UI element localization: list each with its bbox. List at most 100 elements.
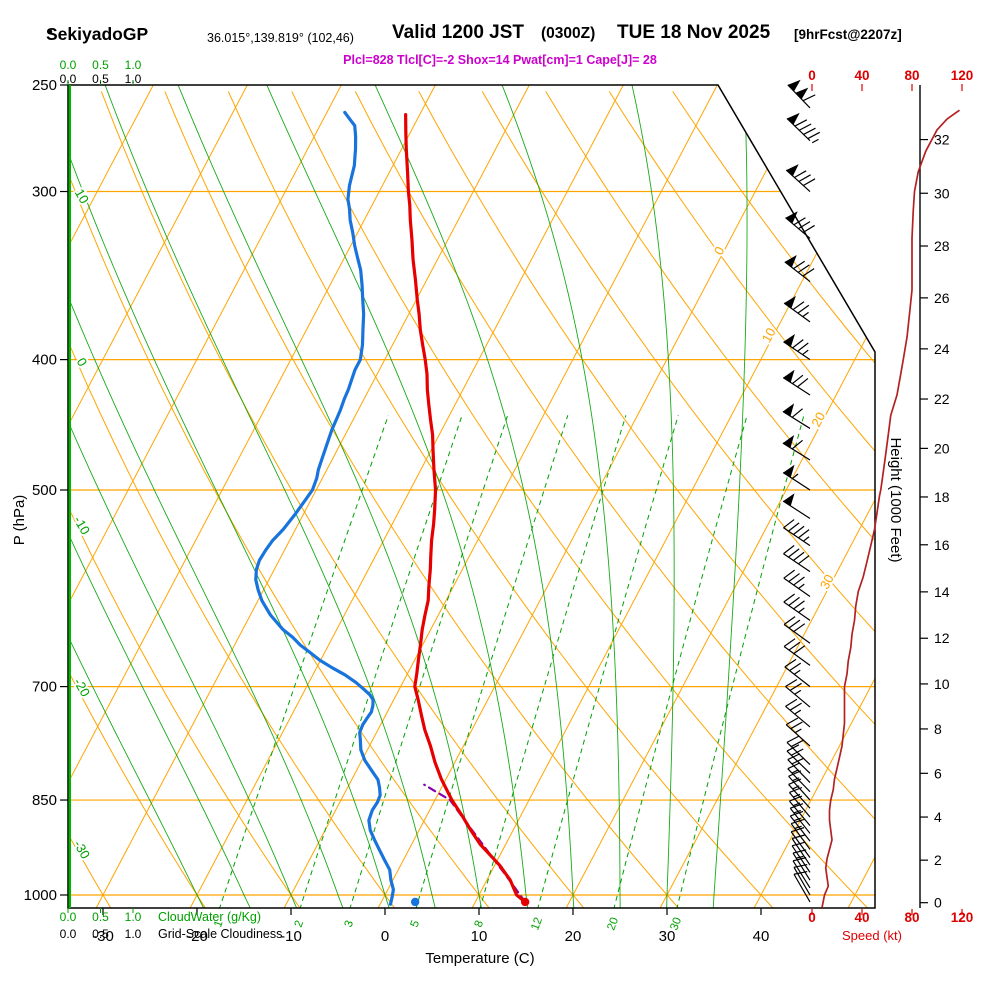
svg-text:1.0: 1.0 xyxy=(125,927,142,941)
svg-text:500: 500 xyxy=(32,482,57,499)
svg-text:40: 40 xyxy=(854,68,869,83)
wind-barb xyxy=(783,545,811,573)
dry-adiabat-lines xyxy=(68,91,875,908)
pressure-lines xyxy=(68,190,875,896)
wind-barb xyxy=(785,164,816,192)
svg-text:0: 0 xyxy=(808,68,816,83)
svg-text:1.0: 1.0 xyxy=(125,910,142,924)
svg-text:10: 10 xyxy=(471,928,488,945)
svg-text:14: 14 xyxy=(934,584,950,600)
dry-adiabat-label: -30 xyxy=(71,838,93,862)
wind-barb xyxy=(790,827,811,858)
svg-text:32: 32 xyxy=(934,132,950,148)
valid-date: TUE 18 Nov 2025 xyxy=(617,22,771,43)
mixing-ratio-label: 5 xyxy=(409,919,422,929)
temperature-axis: -30 -20 -10 0 10 20 30 40 Temperature (C) xyxy=(92,908,769,967)
skewt-background xyxy=(68,85,875,908)
wind-barb xyxy=(783,616,811,644)
svg-text:0.5: 0.5 xyxy=(92,58,109,72)
svg-text:0: 0 xyxy=(808,910,816,925)
svg-text:40: 40 xyxy=(753,928,770,945)
wind-barb xyxy=(786,112,821,144)
svg-text:8: 8 xyxy=(934,721,942,737)
mixing-ratio-label: 20 xyxy=(605,916,621,932)
wind-speed-curve xyxy=(821,109,960,908)
svg-text:30: 30 xyxy=(934,185,950,201)
svg-text:80: 80 xyxy=(904,910,919,925)
cloudiness-title: Grid-Scale Cloudiness xyxy=(158,927,282,941)
svg-text:0: 0 xyxy=(934,895,942,911)
svg-text:0.0: 0.0 xyxy=(60,72,77,86)
wind-barb xyxy=(784,658,811,688)
svg-text:2: 2 xyxy=(934,852,942,868)
svg-text:12: 12 xyxy=(934,630,950,646)
svg-text:0: 0 xyxy=(381,928,389,945)
svg-text:-10: -10 xyxy=(280,928,302,945)
surface-dewpoint-dot xyxy=(410,897,420,907)
moist-adiabat-lines xyxy=(68,85,748,908)
wind-barb xyxy=(783,593,811,621)
wind-barb xyxy=(783,519,811,547)
station-coords: 36.015°,139.819° (102,46) xyxy=(207,31,354,45)
cloudwater-title: CloudWater (g/Kg) xyxy=(158,910,261,924)
svg-text:-20: -20 xyxy=(186,928,208,945)
wind-barb xyxy=(785,211,815,239)
wind-barb xyxy=(791,841,811,873)
svg-text:850: 850 xyxy=(32,792,57,809)
svg-text:4: 4 xyxy=(934,809,942,825)
wind-barb xyxy=(782,493,811,520)
wind-barb xyxy=(789,803,811,834)
mixing-ratio-label: 1 xyxy=(212,919,225,929)
cloudiness-axis: 0.0 0.0 0.5 0.5 1.0 1.0 Grid-Scale Cloudiness xyxy=(60,72,283,941)
svg-text:1.0: 1.0 xyxy=(125,58,142,72)
svg-text:1000: 1000 xyxy=(24,887,57,904)
wind-barb xyxy=(784,255,815,283)
svg-text:22: 22 xyxy=(934,391,950,407)
mixing-ratio-label: 8 xyxy=(473,919,486,929)
svg-text:18: 18 xyxy=(934,489,950,505)
isotherm-label: 0 xyxy=(711,244,728,257)
mixing-ratio-label: 12 xyxy=(529,916,545,932)
wind-barb xyxy=(782,464,811,491)
station-name-text: SekiyadoGP xyxy=(46,24,149,44)
svg-text:20: 20 xyxy=(934,440,950,456)
wind-barb xyxy=(783,295,811,323)
pressure-axis: 250 300 400 500 700 850 1000 P (hPa) xyxy=(11,77,68,904)
wind-barb xyxy=(782,403,811,429)
wind-barb xyxy=(786,735,811,766)
svg-text:0.5: 0.5 xyxy=(92,927,109,941)
isotherm-label: 20 xyxy=(808,410,828,430)
station-bullet-icon: ● xyxy=(46,24,54,38)
wind-barb xyxy=(783,334,811,361)
mixing-ratio-label: 3 xyxy=(343,919,356,929)
wind-barb xyxy=(786,744,811,774)
wind-barbs xyxy=(782,79,821,903)
wind-barb xyxy=(782,369,811,396)
svg-text:120: 120 xyxy=(951,68,974,83)
dry-adiabat-label: -20 xyxy=(71,676,93,700)
svg-text:0.0: 0.0 xyxy=(60,58,77,72)
mixing-ratio-label: 2 xyxy=(293,919,306,929)
wind-barb xyxy=(785,717,811,747)
svg-text:0.0: 0.0 xyxy=(60,927,77,941)
svg-text:0.5: 0.5 xyxy=(92,72,109,86)
mixing-ratio-lines xyxy=(218,415,805,908)
isotherm-label: 10 xyxy=(759,325,779,345)
wind-barb xyxy=(792,857,811,889)
isotherm-label: 30 xyxy=(817,572,837,592)
wind-barb xyxy=(785,678,811,708)
svg-text:250: 250 xyxy=(32,77,57,94)
valid-utc: (0300Z) xyxy=(541,25,596,42)
speed-axis-title: Speed (kt) xyxy=(842,928,902,943)
dry-adiabat-label: -10 xyxy=(71,513,93,537)
dewpoint-curve xyxy=(254,110,396,906)
temperature-curve xyxy=(404,113,527,904)
wind-barb xyxy=(783,569,811,598)
surface-temp-dot xyxy=(520,897,530,907)
svg-text:28: 28 xyxy=(934,238,950,254)
plot-border xyxy=(67,84,876,909)
svg-text:24: 24 xyxy=(934,341,950,357)
